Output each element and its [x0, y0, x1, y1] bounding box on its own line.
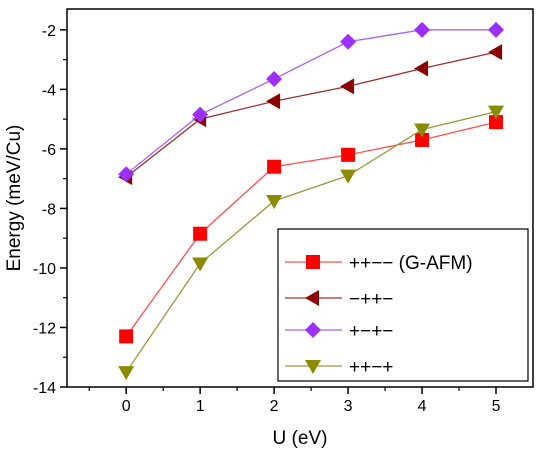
- x-tick-label: 1: [196, 398, 205, 415]
- legend-marker: [306, 255, 320, 269]
- data-point: [193, 226, 208, 241]
- data-point: [341, 147, 356, 162]
- y-tick-label: -4: [42, 82, 56, 99]
- legend-label: +−+−: [349, 321, 393, 342]
- series: [118, 21, 505, 183]
- series: [119, 115, 504, 344]
- plot-frame: [66, 8, 534, 388]
- data-point: [192, 106, 209, 123]
- data-point: [266, 194, 283, 209]
- series-line: [125, 51, 497, 178]
- legend-label: −++−: [349, 289, 393, 310]
- legend-marker: [305, 360, 321, 374]
- data-point: [415, 132, 430, 147]
- data-point: [266, 70, 283, 87]
- series: [118, 44, 503, 186]
- y-tick-label: -10: [33, 261, 56, 278]
- legend-marker: [305, 290, 319, 306]
- x-tick-label: 3: [344, 398, 353, 415]
- x-axis-title: U (eV): [273, 428, 328, 449]
- legend-box: [277, 228, 529, 382]
- data-point: [489, 115, 504, 130]
- data-point: [340, 78, 355, 95]
- x-tick-label: 5: [492, 398, 501, 415]
- data-point: [414, 60, 429, 77]
- legend-marker: [305, 322, 321, 338]
- data-point: [340, 169, 357, 184]
- data-point: [414, 21, 431, 38]
- x-tick-label: 4: [418, 398, 427, 415]
- legend: ++−− (G-AFM) −++− +−+− ++−+: [277, 228, 529, 382]
- data-point: [488, 21, 505, 38]
- y-tick-label: -8: [42, 201, 56, 218]
- series-line: [125, 111, 497, 373]
- y-tick-label: -6: [42, 142, 56, 159]
- data-point: [192, 257, 209, 272]
- data-point: [118, 166, 135, 183]
- data-point: [119, 329, 134, 344]
- y-tick-label: -14: [33, 380, 56, 397]
- data-point: [488, 105, 505, 120]
- legend-label: ++−− (G-AFM): [349, 253, 473, 274]
- x-tick-label: 0: [122, 398, 131, 415]
- data-point: [267, 159, 282, 174]
- axes: 0 1 2 3 4 5 -14 -12 -10 -8 -6 -4 -2: [33, 23, 501, 415]
- data-point: [118, 366, 135, 381]
- y-tick-label: -2: [42, 23, 56, 40]
- series-layer: [118, 21, 505, 381]
- series: [118, 105, 505, 381]
- data-point: [340, 33, 357, 50]
- series-line: [125, 121, 497, 337]
- data-point: [266, 93, 281, 110]
- data-point: [414, 123, 431, 138]
- y-axis-title: Energy (meV/Cu): [4, 125, 25, 272]
- series-line: [125, 29, 497, 175]
- y-tick-label: -12: [33, 320, 56, 337]
- legend-label: ++−+: [349, 357, 393, 378]
- x-tick-label: 2: [270, 398, 279, 415]
- data-point: [488, 44, 503, 61]
